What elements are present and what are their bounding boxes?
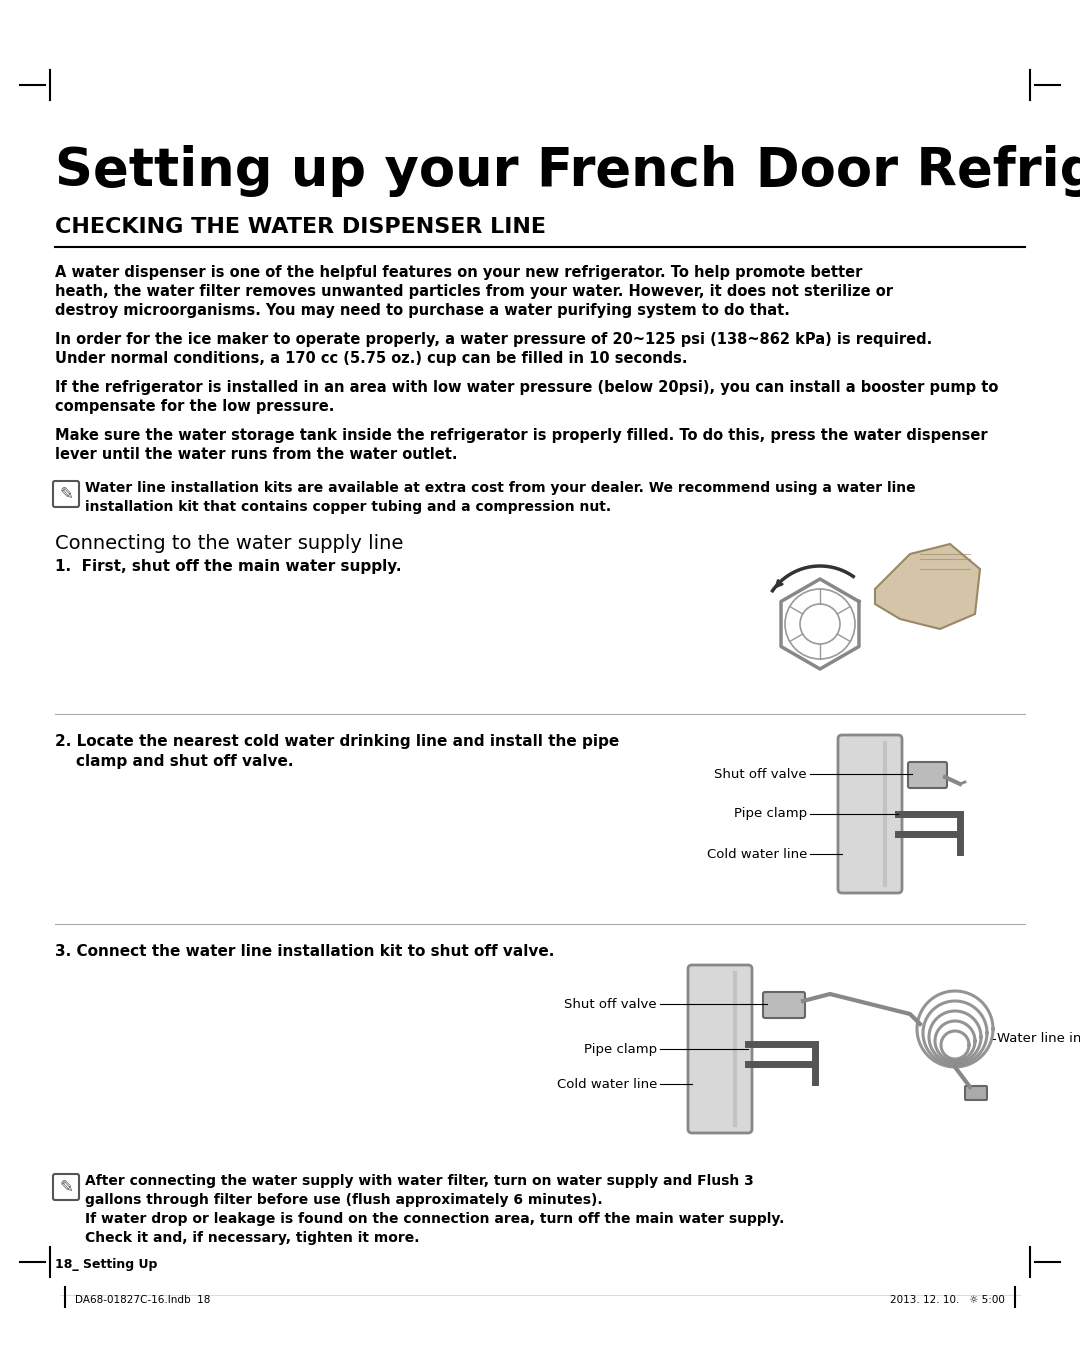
- Text: compensate for the low pressure.: compensate for the low pressure.: [55, 399, 335, 414]
- Text: installation kit that contains copper tubing and a compression nut.: installation kit that contains copper tu…: [85, 500, 611, 515]
- FancyBboxPatch shape: [53, 1175, 79, 1200]
- Text: heath, the water filter removes unwanted particles from your water. However, it : heath, the water filter removes unwanted…: [55, 284, 893, 299]
- Polygon shape: [875, 544, 980, 629]
- Text: Water line installation kits are available at extra cost from your dealer. We re: Water line installation kits are availab…: [85, 481, 916, 494]
- Text: Connecting to the water supply line: Connecting to the water supply line: [55, 533, 403, 554]
- Text: Water line installation kit: Water line installation kit: [997, 1033, 1080, 1045]
- Text: ✎: ✎: [59, 485, 73, 502]
- Text: If water drop or leakage is found on the connection area, turn off the main wate: If water drop or leakage is found on the…: [85, 1212, 784, 1226]
- Text: ✎: ✎: [59, 1179, 73, 1196]
- Text: DA68-01827C-16.Indb  18: DA68-01827C-16.Indb 18: [75, 1294, 211, 1305]
- Text: 2013. 12. 10.   ☼ 5:00: 2013. 12. 10. ☼ 5:00: [890, 1294, 1005, 1305]
- Text: Shut off valve: Shut off valve: [565, 998, 657, 1010]
- FancyBboxPatch shape: [838, 735, 902, 893]
- Text: After connecting the water supply with water filter, turn on water supply and Fl: After connecting the water supply with w…: [85, 1175, 754, 1188]
- Text: clamp and shut off valve.: clamp and shut off valve.: [55, 754, 294, 769]
- FancyBboxPatch shape: [53, 481, 79, 506]
- Text: gallons through filter before use (flush approximately 6 minutes).: gallons through filter before use (flush…: [85, 1193, 603, 1207]
- FancyBboxPatch shape: [762, 991, 805, 1018]
- Text: Cold water line: Cold water line: [556, 1078, 657, 1091]
- Text: Under normal conditions, a 170 cc (5.75 oz.) cup can be filled in 10 seconds.: Under normal conditions, a 170 cc (5.75 …: [55, 352, 688, 366]
- Text: 1.  First, shut off the main water supply.: 1. First, shut off the main water supply…: [55, 559, 402, 574]
- Text: 18_ Setting Up: 18_ Setting Up: [55, 1258, 158, 1272]
- Text: A water dispenser is one of the helpful features on your new refrigerator. To he: A water dispenser is one of the helpful …: [55, 265, 862, 280]
- Text: Pipe clamp: Pipe clamp: [584, 1043, 657, 1056]
- Text: Cold water line: Cold water line: [706, 847, 807, 861]
- Text: In order for the ice maker to operate properly, a water pressure of 20~125 psi (: In order for the ice maker to operate pr…: [55, 331, 932, 348]
- FancyBboxPatch shape: [908, 762, 947, 788]
- Text: Check it and, if necessary, tighten it more.: Check it and, if necessary, tighten it m…: [85, 1231, 419, 1245]
- Text: Shut off valve: Shut off valve: [714, 768, 807, 780]
- FancyBboxPatch shape: [688, 964, 752, 1133]
- Text: CHECKING THE WATER DISPENSER LINE: CHECKING THE WATER DISPENSER LINE: [55, 217, 546, 237]
- Text: destroy microorganisms. You may need to purchase a water purifying system to do : destroy microorganisms. You may need to …: [55, 303, 789, 318]
- FancyBboxPatch shape: [966, 1086, 987, 1100]
- Text: If the refrigerator is installed in an area with low water pressure (below 20psi: If the refrigerator is installed in an a…: [55, 380, 998, 395]
- Text: 3. Connect the water line installation kit to shut off valve.: 3. Connect the water line installation k…: [55, 944, 554, 959]
- Text: 2. Locate the nearest cold water drinking line and install the pipe: 2. Locate the nearest cold water drinkin…: [55, 734, 619, 749]
- Text: Pipe clamp: Pipe clamp: [734, 807, 807, 820]
- Text: Setting up your French Door Refrigerator: Setting up your French Door Refrigerator: [55, 145, 1080, 197]
- Text: Make sure the water storage tank inside the refrigerator is properly filled. To : Make sure the water storage tank inside …: [55, 428, 987, 443]
- Text: lever until the water runs from the water outlet.: lever until the water runs from the wate…: [55, 447, 458, 462]
